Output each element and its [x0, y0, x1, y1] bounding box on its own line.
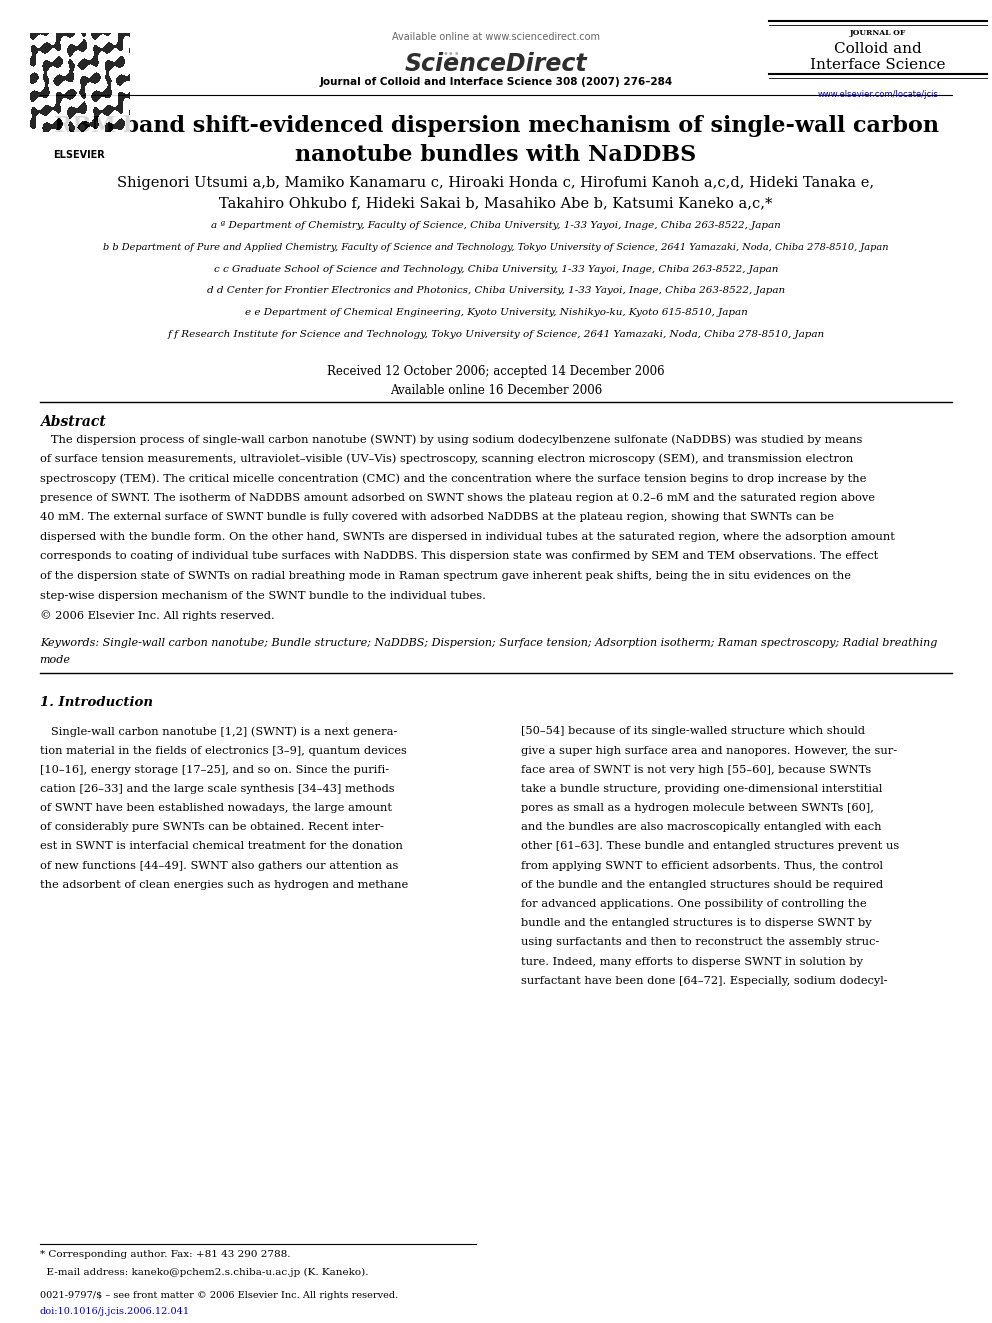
Text: www.elsevier.com/locate/jcis: www.elsevier.com/locate/jcis [817, 90, 938, 99]
Text: surfactant have been done [64–72]. Especially, sodium dodecyl-: surfactant have been done [64–72]. Espec… [521, 976, 888, 986]
Text: ture. Indeed, many efforts to disperse SWNT in solution by: ture. Indeed, many efforts to disperse S… [521, 957, 863, 967]
Text: spectroscopy (TEM). The critical micelle concentration (CMC) and the concentrati: spectroscopy (TEM). The critical micelle… [40, 474, 866, 484]
Text: [50–54] because of its single-walled structure which should: [50–54] because of its single-walled str… [521, 726, 865, 737]
Text: ELSEVIER: ELSEVIER [54, 149, 105, 160]
Text: JOURNAL OF: JOURNAL OF [850, 29, 906, 37]
Text: of the bundle and the entangled structures should be required: of the bundle and the entangled structur… [521, 880, 883, 890]
Text: Received 12 October 2006; accepted 14 December 2006: Received 12 October 2006; accepted 14 De… [327, 365, 665, 378]
Text: Interface Science: Interface Science [810, 58, 945, 73]
Text: bundle and the entangled structures is to disperse SWNT by: bundle and the entangled structures is t… [521, 918, 871, 929]
Text: dispersed with the bundle form. On the other hand, SWNTs are dispersed in indivi: dispersed with the bundle form. On the o… [40, 532, 895, 542]
Text: b b Department of Pure and Applied Chemistry, Faculty of Science and Technology,: b b Department of Pure and Applied Chemi… [103, 243, 889, 251]
Text: c c Graduate School of Science and Technology, Chiba University, 1-33 Yayoi, Ina: c c Graduate School of Science and Techn… [214, 265, 778, 274]
Text: take a bundle structure, providing one-dimensional interstitial: take a bundle structure, providing one-d… [521, 783, 882, 794]
Text: Colloid and: Colloid and [834, 42, 922, 57]
Text: of SWNT have been established nowadays, the large amount: of SWNT have been established nowadays, … [40, 803, 392, 814]
Text: ScienceDirect: ScienceDirect [405, 52, 587, 75]
Text: of surface tension measurements, ultraviolet–visible (UV–Vis) spectroscopy, scan: of surface tension measurements, ultravi… [40, 454, 853, 464]
Text: [10–16], energy storage [17–25], and so on. Since the purifi-: [10–16], energy storage [17–25], and so … [40, 765, 389, 775]
Text: Keywords: Single-wall carbon nanotube; Bundle structure; NaDDBS; Dispersion; Sur: Keywords: Single-wall carbon nanotube; B… [40, 638, 937, 648]
Text: using surfactants and then to reconstruct the assembly struc-: using surfactants and then to reconstruc… [521, 937, 879, 947]
Text: and the bundles are also macroscopically entangled with each: and the bundles are also macroscopically… [521, 823, 881, 832]
Text: E-mail address: kaneko@pchem2.s.chiba-u.ac.jp (K. Kaneko).: E-mail address: kaneko@pchem2.s.chiba-u.… [40, 1267, 368, 1277]
Text: from applying SWNT to efficient adsorbents. Thus, the control: from applying SWNT to efficient adsorben… [521, 861, 883, 871]
Text: of considerably pure SWNTs can be obtained. Recent inter-: of considerably pure SWNTs can be obtain… [40, 823, 384, 832]
Text: mode: mode [40, 655, 70, 665]
Text: cation [26–33] and the large scale synthesis [34–43] methods: cation [26–33] and the large scale synth… [40, 783, 394, 794]
Text: presence of SWNT. The isotherm of NaDDBS amount adsorbed on SWNT shows the plate: presence of SWNT. The isotherm of NaDDBS… [40, 492, 875, 503]
Text: est in SWNT is interfacial chemical treatment for the donation: est in SWNT is interfacial chemical trea… [40, 841, 403, 852]
Text: © 2006 Elsevier Inc. All rights reserved.: © 2006 Elsevier Inc. All rights reserved… [40, 610, 275, 620]
Text: * Corresponding author. Fax: +81 43 290 2788.: * Corresponding author. Fax: +81 43 290 … [40, 1250, 291, 1259]
Text: Takahiro Ohkubo f, Hideki Sakai b, Masahiko Abe b, Katsumi Kaneko a,c,*: Takahiro Ohkubo f, Hideki Sakai b, Masah… [219, 196, 773, 210]
Text: give a super high surface area and nanopores. However, the sur-: give a super high surface area and nanop… [521, 746, 897, 755]
Text: corresponds to coating of individual tube surfaces with NaDDBS. This dispersion : corresponds to coating of individual tub… [40, 552, 878, 561]
Text: The dispersion process of single-wall carbon nanotube (SWNT) by using sodium dod: The dispersion process of single-wall ca… [40, 434, 862, 445]
Text: face area of SWNT is not very high [55–60], because SWNTs: face area of SWNT is not very high [55–6… [521, 765, 871, 775]
Text: 40 mM. The external surface of SWNT bundle is fully covered with adsorbed NaDDBS: 40 mM. The external surface of SWNT bund… [40, 512, 833, 523]
Text: •••: ••• [442, 49, 460, 60]
Text: a ª Department of Chemistry, Faculty of Science, Chiba University, 1-33 Yayoi, I: a ª Department of Chemistry, Faculty of … [211, 221, 781, 230]
Text: for advanced applications. One possibility of controlling the: for advanced applications. One possibili… [521, 900, 866, 909]
Text: of new functions [44–49]. SWNT also gathers our attention as: of new functions [44–49]. SWNT also gath… [40, 861, 398, 871]
Text: of the dispersion state of SWNTs on radial breathing mode in Raman spectrum gave: of the dispersion state of SWNTs on radi… [40, 572, 851, 581]
Text: Single-wall carbon nanotube [1,2] (SWNT) is a next genera-: Single-wall carbon nanotube [1,2] (SWNT)… [40, 726, 397, 737]
Text: Journal of Colloid and Interface Science 308 (2007) 276–284: Journal of Colloid and Interface Science… [319, 77, 673, 87]
Text: step-wise dispersion mechanism of the SWNT bundle to the individual tubes.: step-wise dispersion mechanism of the SW… [40, 590, 485, 601]
Text: d d Center for Frontier Electronics and Photonics, Chiba University, 1-33 Yayoi,: d d Center for Frontier Electronics and … [207, 286, 785, 295]
Text: Abstract: Abstract [40, 415, 105, 430]
Text: other [61–63]. These bundle and entangled structures prevent us: other [61–63]. These bundle and entangle… [521, 841, 899, 852]
Text: RBM band shift-evidenced dispersion mechanism of single-wall carbon
nanotube bun: RBM band shift-evidenced dispersion mech… [54, 115, 938, 165]
Text: Shigenori Utsumi a,b, Mamiko Kanamaru c, Hiroaki Honda c, Hirofumi Kanoh a,c,d, : Shigenori Utsumi a,b, Mamiko Kanamaru c,… [117, 176, 875, 191]
Text: 1. Introduction: 1. Introduction [40, 696, 153, 709]
Text: f f Research Institute for Science and Technology, Tokyo University of Science, : f f Research Institute for Science and T… [168, 331, 824, 339]
Text: the adsorbent of clean energies such as hydrogen and methane: the adsorbent of clean energies such as … [40, 880, 408, 890]
Text: e e Department of Chemical Engineering, Kyoto University, Nishikyo-ku, Kyoto 615: e e Department of Chemical Engineering, … [245, 308, 747, 318]
Text: doi:10.1016/j.jcis.2006.12.041: doi:10.1016/j.jcis.2006.12.041 [40, 1307, 189, 1316]
Text: Available online at www.sciencedirect.com: Available online at www.sciencedirect.co… [392, 32, 600, 42]
Text: 0021-9797/$ – see front matter © 2006 Elsevier Inc. All rights reserved.: 0021-9797/$ – see front matter © 2006 El… [40, 1291, 398, 1301]
Text: tion material in the fields of electronics [3–9], quantum devices: tion material in the fields of electroni… [40, 746, 407, 755]
Text: pores as small as a hydrogen molecule between SWNTs [60],: pores as small as a hydrogen molecule be… [521, 803, 874, 814]
Text: Available online 16 December 2006: Available online 16 December 2006 [390, 384, 602, 397]
